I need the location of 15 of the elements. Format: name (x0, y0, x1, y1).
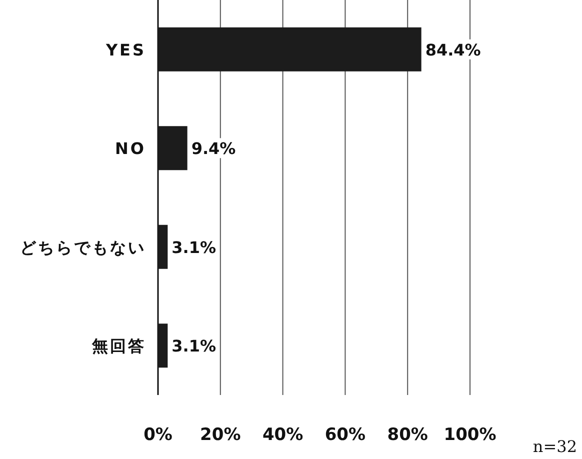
text: n=32 (532, 437, 577, 456)
y-tick-label: NO (115, 139, 146, 158)
y-tick-label: YES (104, 40, 146, 60)
x-tick-label: 60% (324, 425, 366, 445)
y-tick-label: 無回答 (91, 336, 146, 356)
data-label: 3.1% (172, 238, 216, 257)
data-label: 84.4% (425, 40, 481, 60)
data-label: 3.1% (172, 336, 216, 356)
y-tick-label: どちらでもない (20, 238, 146, 257)
x-tick-label: 100% (444, 425, 496, 445)
x-tick-label: 0% (144, 425, 172, 445)
data-label: 9.4% (191, 139, 236, 158)
x-tick-label: 20% (200, 425, 241, 445)
x-tick-label: 40% (262, 425, 304, 445)
x-tick-label: 80% (387, 425, 428, 445)
